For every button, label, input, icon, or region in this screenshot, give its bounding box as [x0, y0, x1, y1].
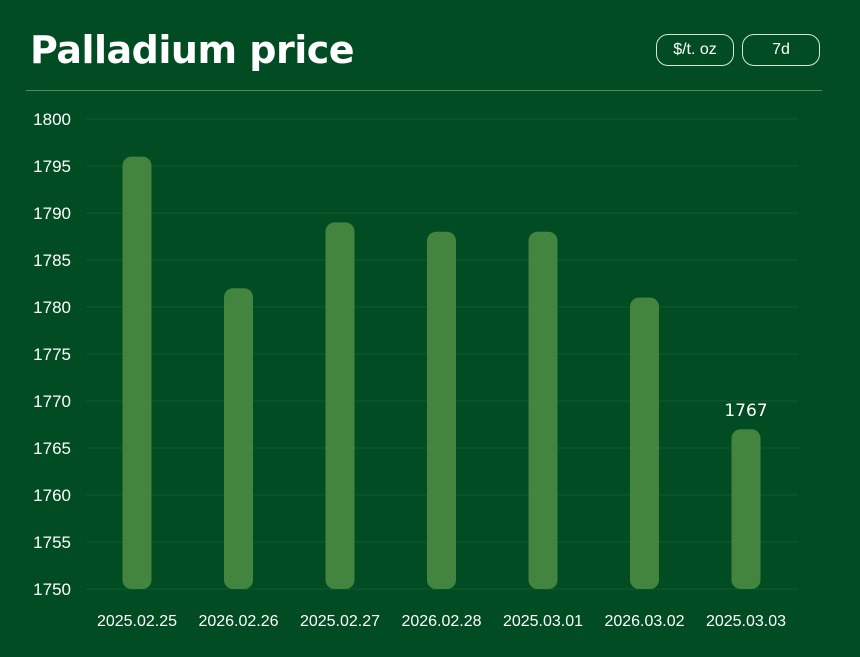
y-tick-label: 1765 — [33, 439, 71, 458]
bar[interactable] — [528, 231, 558, 590]
bars — [122, 156, 761, 590]
x-tick-label: 2025.03.03 — [706, 613, 786, 630]
y-tick-label: 1750 — [33, 580, 71, 599]
x-tick-label: 2026.02.28 — [401, 613, 481, 630]
bar[interactable] — [122, 156, 152, 589]
unit-selector-button[interactable]: $/t. oz — [656, 34, 734, 66]
y-tick-label: 1800 — [33, 110, 71, 129]
bar[interactable] — [630, 297, 659, 589]
y-tick-label: 1785 — [33, 251, 71, 270]
y-tick-label: 1755 — [33, 533, 71, 552]
data-labels: 1767 — [724, 401, 767, 421]
data-label: 1767 — [724, 401, 767, 421]
x-axis-ticks: 2025.02.25 2026.02.26 2025.02.27 2026.02.28… — [97, 613, 786, 630]
y-tick-label: 1760 — [33, 486, 71, 505]
x-tick-label: 2025.03.01 — [503, 613, 583, 630]
bar[interactable] — [731, 429, 761, 589]
y-tick-label: 1795 — [33, 157, 71, 176]
bar[interactable] — [427, 231, 456, 590]
bar[interactable] — [325, 222, 355, 589]
y-tick-label: 1790 — [33, 204, 71, 223]
x-tick-label: 2026.03.02 — [604, 613, 684, 630]
x-tick-label: 2025.02.25 — [97, 613, 177, 630]
y-tick-label: 1770 — [33, 392, 71, 411]
x-tick-label: 2025.02.27 — [300, 613, 380, 630]
y-axis-ticks: 1750 1755 1760 1765 1770 1775 1780 1785 1790 1795… — [33, 110, 71, 599]
header-divider — [26, 90, 822, 91]
x-tick-label: 2026.02.26 — [198, 613, 278, 630]
page-title: Palladium price — [30, 28, 355, 72]
y-tick-label: 1775 — [33, 345, 71, 364]
bar[interactable] — [224, 288, 253, 589]
y-tick-label: 1780 — [33, 298, 71, 317]
time-range-button[interactable]: 7d — [742, 34, 820, 66]
